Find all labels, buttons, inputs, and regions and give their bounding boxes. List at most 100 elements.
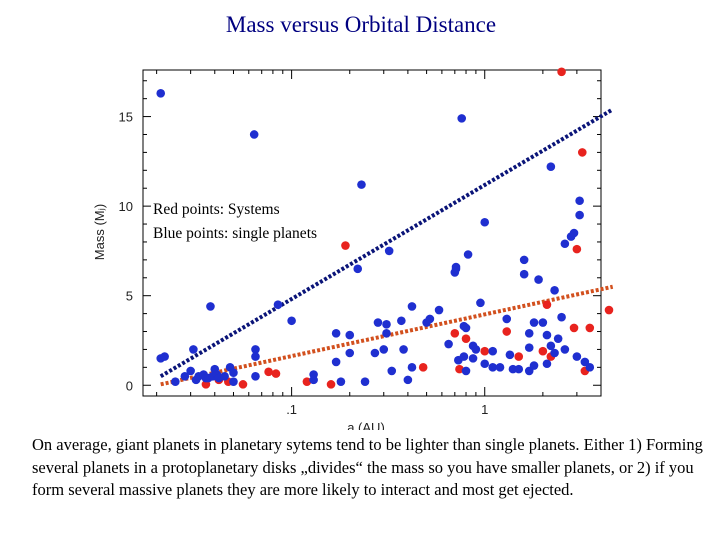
blue-point: [331, 329, 341, 338]
blue-point: [560, 239, 570, 249]
blue-point: [502, 314, 512, 324]
blue-point: [488, 346, 498, 356]
blue-point: [189, 345, 198, 354]
blue-point: [160, 352, 169, 361]
blue-point: [220, 371, 229, 381]
blue-point: [206, 302, 215, 311]
red-point: [238, 380, 248, 389]
red-point: [461, 334, 471, 343]
blue-point: [553, 334, 563, 343]
x-tick-label: .1: [286, 402, 297, 417]
red-point: [450, 329, 460, 338]
y-tick-label: 5: [126, 289, 133, 304]
blue-point: [287, 316, 296, 326]
blue-point: [345, 330, 355, 340]
blue-point: [546, 162, 556, 172]
blue-point: [519, 255, 529, 265]
blue-point: [585, 363, 595, 372]
y-tick-label: 0: [126, 378, 133, 393]
blue-point: [457, 114, 467, 123]
data-points: [156, 67, 614, 389]
x-tick-label: 1: [481, 402, 488, 417]
red-point: [502, 327, 512, 336]
red-point: [572, 244, 582, 254]
blue-point: [557, 312, 566, 322]
blue-point: [171, 377, 180, 386]
blue-point: [463, 250, 473, 259]
red-point: [418, 363, 428, 372]
blue-point: [461, 323, 471, 333]
blue-point: [476, 298, 485, 308]
blue-point: [524, 329, 534, 338]
y-tick-label: 10: [119, 199, 133, 214]
red-point: [264, 367, 273, 377]
axis-labels: 0 5 10 15 .1 1: [119, 110, 489, 417]
blue-point: [309, 375, 318, 385]
blue-point: [370, 348, 380, 358]
blue-point: [569, 228, 579, 238]
red-point: [480, 346, 490, 356]
blue-point: [403, 375, 413, 385]
blue-point: [529, 318, 539, 327]
plot-frame: [142, 69, 602, 397]
blue-point: [495, 363, 505, 372]
blue-point: [468, 354, 478, 363]
blue-point: [524, 343, 534, 352]
blue-point: [488, 363, 498, 372]
blue-point: [382, 329, 391, 338]
red-point: [542, 300, 552, 309]
blue-point: [229, 368, 238, 378]
y-axis-label: Mass (Mⱼ): [92, 204, 107, 260]
blue-point: [399, 345, 408, 354]
blue-point: [514, 364, 524, 374]
blue-point: [273, 300, 283, 309]
blue-point: [480, 359, 490, 369]
blue-point: [379, 345, 389, 354]
blue-point: [542, 359, 552, 369]
blue-point: [331, 357, 341, 367]
red-point: [271, 369, 281, 378]
blue-point: [180, 371, 190, 381]
blue-point: [251, 352, 260, 361]
blue-point: [575, 196, 584, 206]
blue-point: [384, 246, 394, 256]
blue-point: [534, 275, 543, 284]
blue-point: [538, 318, 548, 327]
red-point: [557, 67, 566, 77]
blue-point: [459, 352, 469, 361]
blue-point: [353, 264, 363, 274]
blue-point: [546, 341, 556, 351]
blue-point: [444, 339, 453, 349]
legend-systems: Red points: Systems: [153, 201, 280, 218]
blue-point: [387, 366, 397, 376]
blue-point: [345, 348, 355, 358]
blue-point: [249, 130, 259, 139]
y-tick-label: 15: [119, 110, 133, 125]
red-point: [514, 352, 524, 361]
blue-point: [373, 318, 383, 327]
blue-point: [550, 348, 559, 358]
red-point: [577, 148, 587, 157]
blue-point: [542, 330, 552, 340]
blue-point: [251, 345, 260, 354]
red-point: [326, 380, 336, 389]
blue-point: [186, 366, 195, 376]
red-point: [302, 377, 312, 386]
blue-point: [471, 345, 481, 354]
red-point: [455, 364, 464, 374]
blue-point: [451, 264, 461, 274]
x-axis-label: a (AU): [347, 420, 385, 430]
blue-point: [550, 286, 559, 295]
red-point: [538, 346, 548, 356]
blue-point: [434, 305, 444, 315]
red-point: [585, 323, 595, 333]
blue-point: [572, 352, 582, 361]
trend-line: [159, 107, 614, 379]
scatter-chart: 0 5 10 15 .1 1 Red points: Systems Blue point…: [92, 67, 614, 430]
slide-title: Mass versus Orbital Distance: [225, 12, 497, 37]
blue-point: [529, 361, 539, 370]
blue-point: [407, 302, 417, 311]
blue-point: [156, 88, 166, 98]
blue-point: [229, 377, 238, 386]
blue-point: [336, 377, 346, 386]
